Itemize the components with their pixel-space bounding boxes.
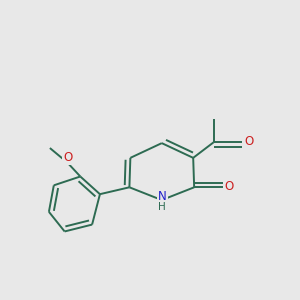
Text: N: N (158, 190, 167, 203)
Text: O: O (63, 151, 72, 164)
Text: O: O (224, 180, 234, 193)
Text: H: H (158, 202, 166, 212)
Text: O: O (244, 135, 254, 148)
